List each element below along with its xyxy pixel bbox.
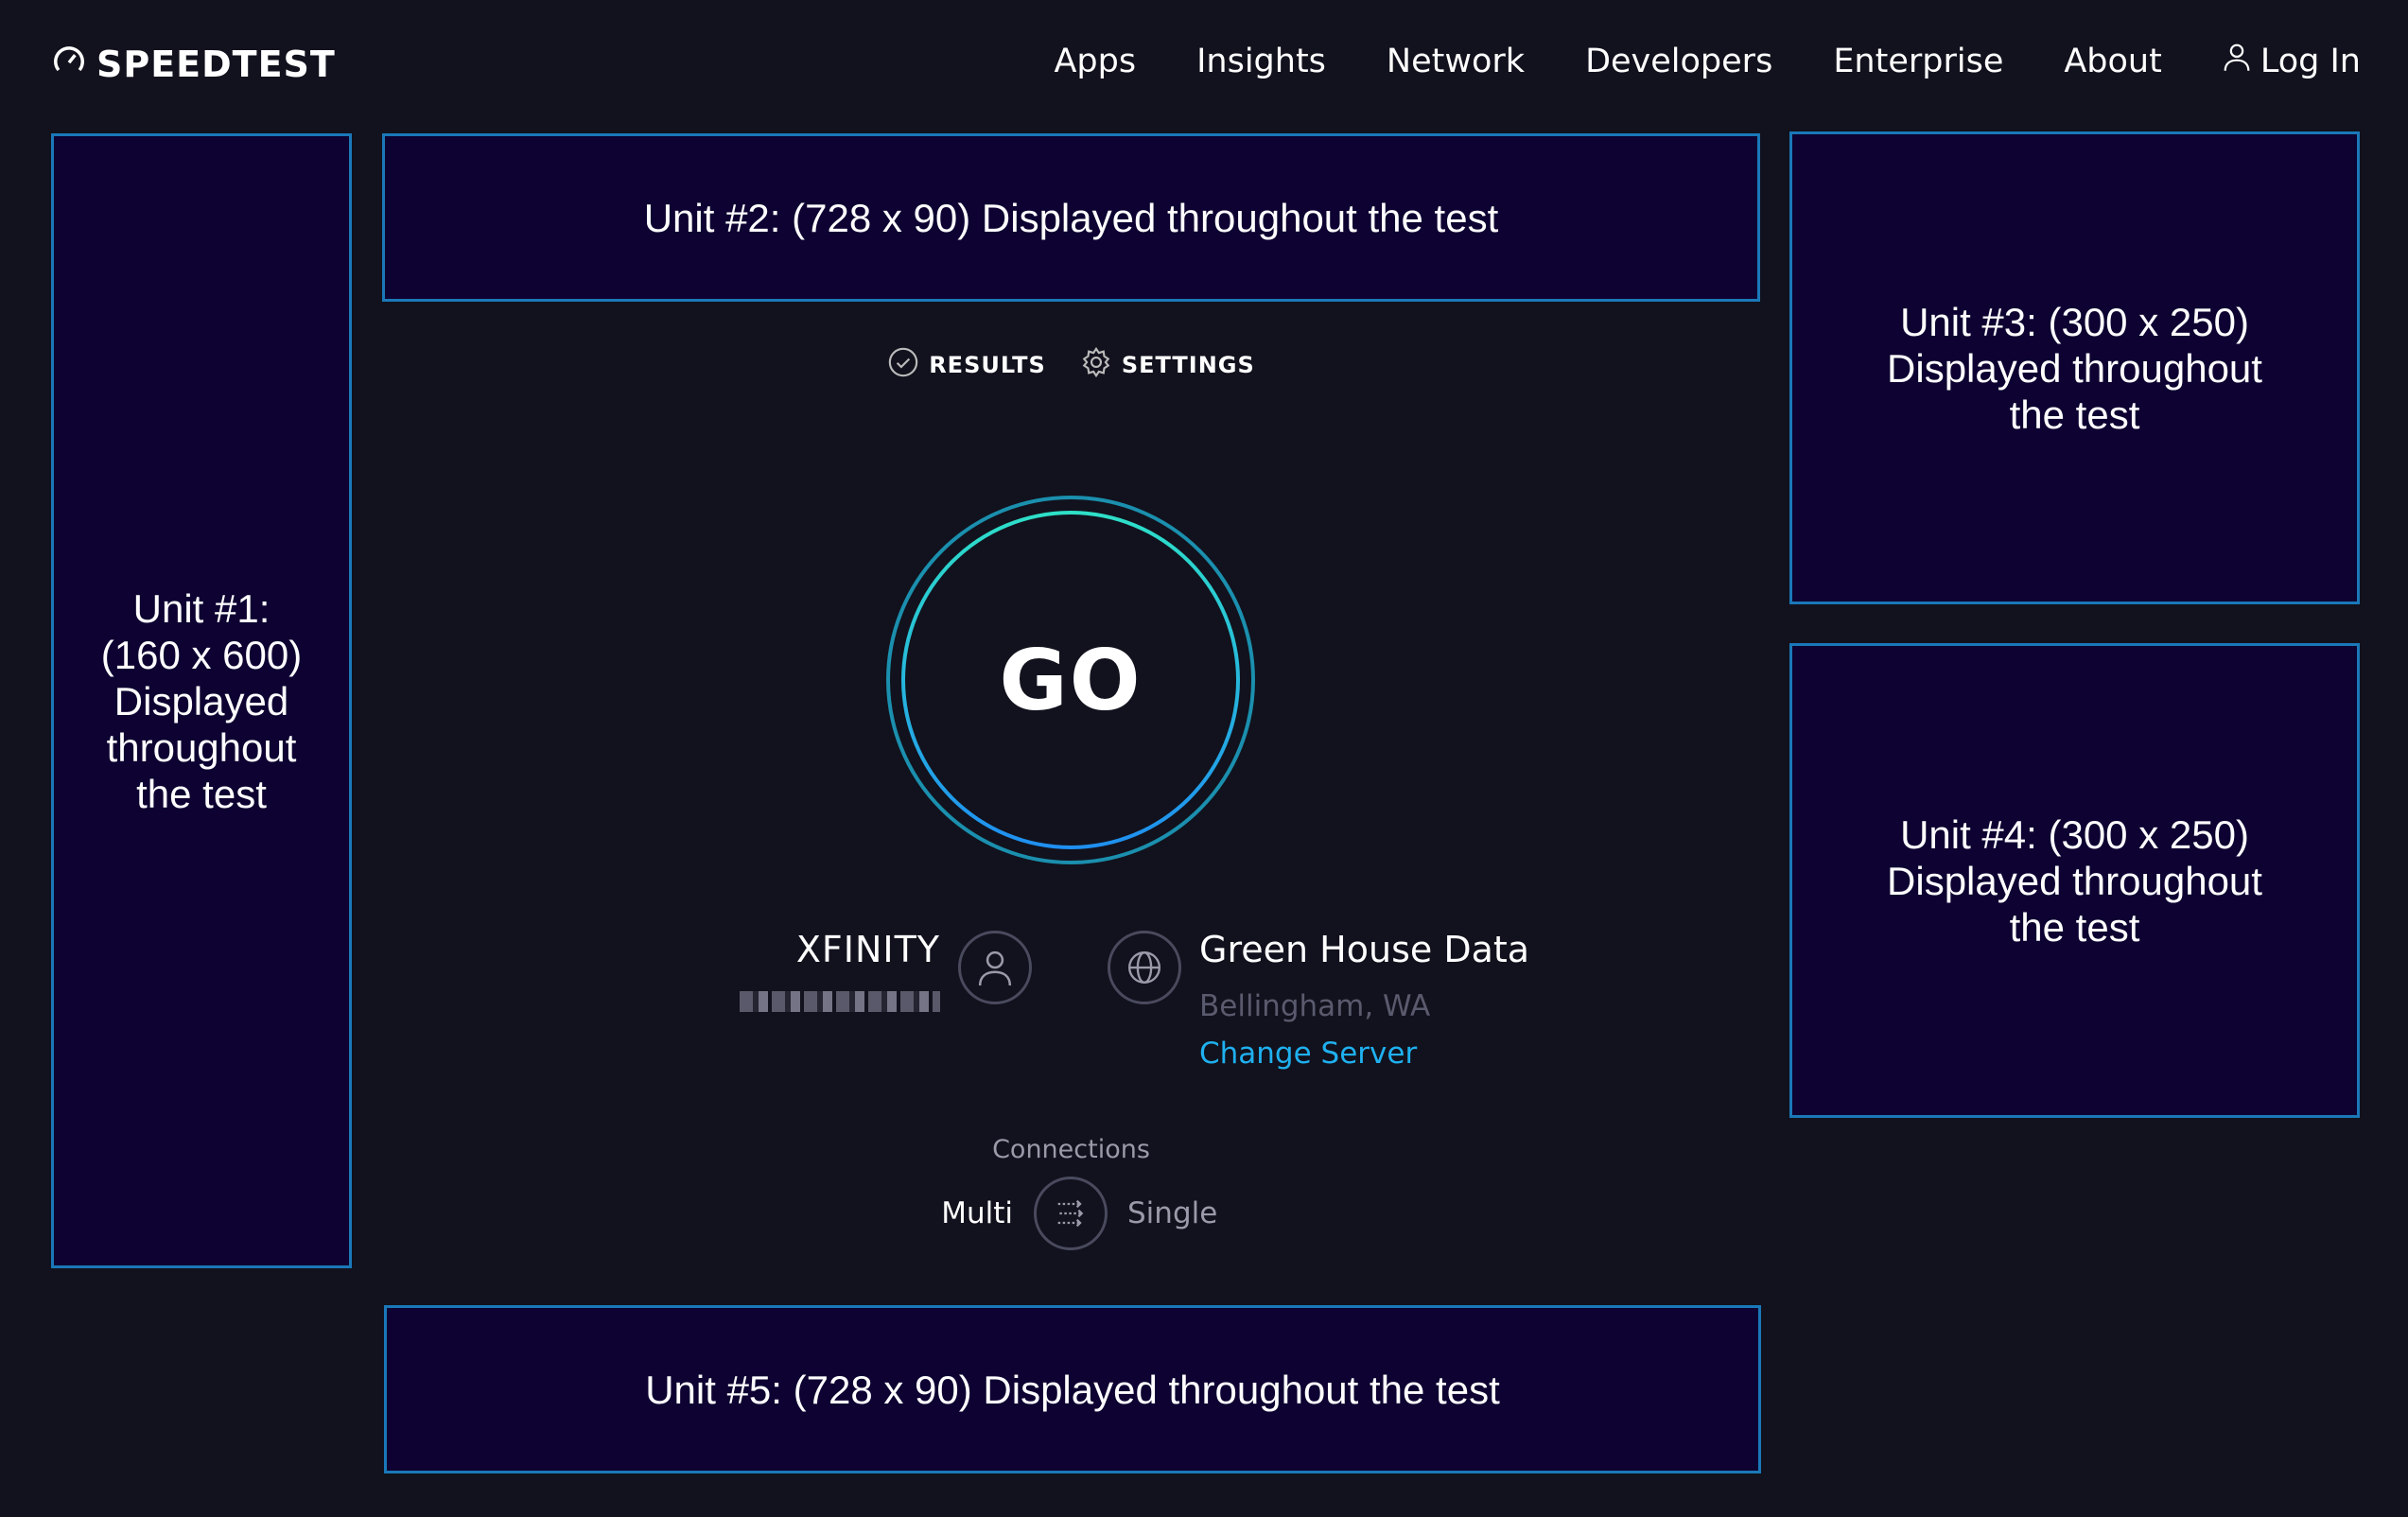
- connections-label: Connections: [992, 1135, 1150, 1164]
- login-label: Log In: [2260, 42, 2361, 80]
- ad-unit-5[interactable]: Unit #5: (728 x 90) Displayed throughout…: [384, 1305, 1761, 1473]
- tab-results-label: RESULTS: [929, 352, 1046, 378]
- connections-single-option[interactable]: Single: [1127, 1196, 1218, 1230]
- ad-unit-3-text: Unit #3: (300 x 250) Displayed throughout…: [1887, 299, 2262, 437]
- server-name: Green House Data: [1199, 929, 1530, 970]
- check-circle-icon: [887, 346, 919, 384]
- ad-unit-1-text: Unit #1: (160 x 600) Displayed throughout th…: [100, 585, 303, 816]
- connections-multi-option[interactable]: Multi: [941, 1196, 1013, 1230]
- ad-unit-3[interactable]: Unit #3: (300 x 250) Displayed throughout…: [1789, 131, 2360, 604]
- change-server-link[interactable]: Change Server: [1199, 1037, 1418, 1071]
- multi-arrows-icon: [1057, 1199, 1084, 1228]
- isp-name: XFINITY: [795, 929, 940, 970]
- ad-unit-2-text: Unit #2: (728 x 90) Displayed throughout…: [643, 195, 1499, 240]
- result-tabs: RESULTS SETTINGS: [0, 346, 2142, 384]
- globe-icon: [1108, 931, 1181, 1004]
- user-icon: [2223, 42, 2251, 80]
- gear-icon: [1080, 346, 1112, 384]
- nav-developers[interactable]: Developers: [1585, 42, 1773, 80]
- ad-unit-5-text: Unit #5: (728 x 90) Displayed throughout…: [645, 1367, 1500, 1412]
- nav-network[interactable]: Network: [1386, 42, 1526, 80]
- login-link[interactable]: Log In: [2223, 42, 2361, 80]
- nav-apps[interactable]: Apps: [1054, 42, 1137, 80]
- go-button-inner: GO: [901, 511, 1240, 849]
- ad-unit-2[interactable]: Unit #2: (728 x 90) Displayed throughout…: [382, 133, 1760, 302]
- ad-unit-4-text: Unit #4: (300 x 250) Displayed throughout…: [1887, 811, 2262, 950]
- gauge-icon: [51, 42, 87, 86]
- tab-settings-label: SETTINGS: [1121, 352, 1255, 378]
- ad-unit-4[interactable]: Unit #4: (300 x 250) Displayed throughout…: [1789, 643, 2360, 1118]
- connections-toggle[interactable]: [1034, 1177, 1108, 1250]
- tab-results[interactable]: RESULTS: [887, 346, 1046, 384]
- go-button[interactable]: GO: [886, 496, 1255, 864]
- speedtest-logo[interactable]: SPEEDTEST: [51, 42, 336, 86]
- nav-enterprise[interactable]: Enterprise: [1833, 42, 2004, 80]
- main-nav: Apps Insights Network Developers Enterpr…: [1054, 42, 2361, 80]
- tab-settings[interactable]: SETTINGS: [1080, 346, 1255, 384]
- nav-about[interactable]: About: [2064, 42, 2162, 80]
- go-label: GO: [999, 631, 1143, 729]
- user-icon: [958, 931, 1032, 1004]
- ad-unit-1[interactable]: Unit #1: (160 x 600) Displayed throughout th…: [51, 133, 352, 1268]
- server-location: Bellingham, WA: [1199, 989, 1431, 1023]
- ip-address-redacted: [740, 991, 940, 1012]
- nav-insights[interactable]: Insights: [1196, 42, 1326, 80]
- logo-text: SPEEDTEST: [96, 43, 336, 85]
